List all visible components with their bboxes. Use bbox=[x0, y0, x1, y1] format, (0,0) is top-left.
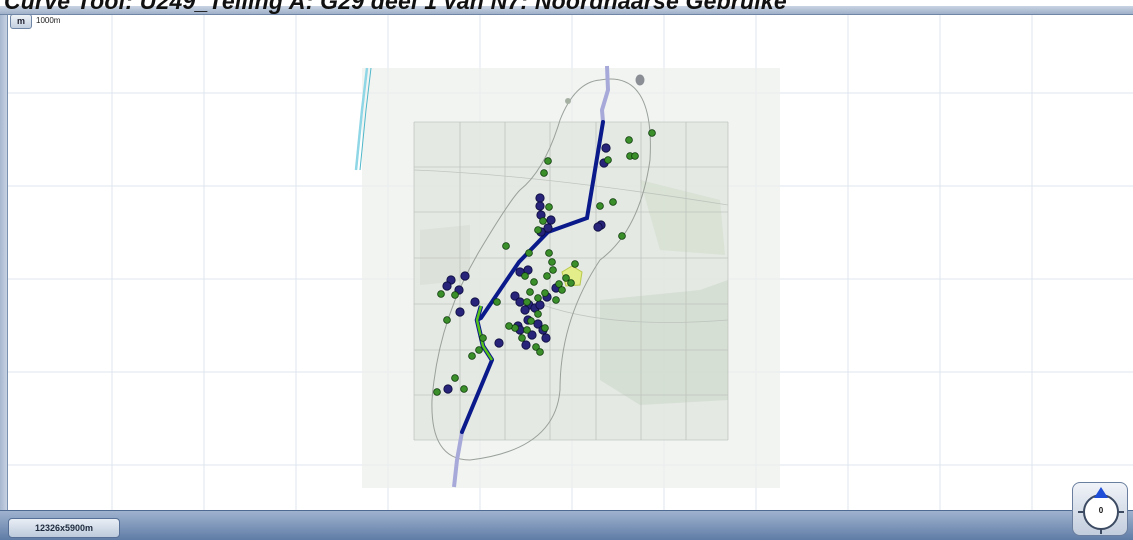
basemap-lines bbox=[413, 121, 729, 441]
survey-point-green[interactable] bbox=[451, 374, 459, 382]
survey-point-blue[interactable] bbox=[593, 222, 603, 232]
survey-point-green[interactable] bbox=[527, 317, 535, 325]
survey-point-green[interactable] bbox=[530, 278, 538, 286]
top-ruler[interactable] bbox=[0, 6, 1133, 15]
survey-point-green[interactable] bbox=[526, 288, 534, 296]
survey-point-green[interactable] bbox=[543, 272, 551, 280]
compass-widget[interactable]: 0 bbox=[1072, 482, 1128, 536]
basemap-road bbox=[413, 169, 729, 206]
canal-line-inner bbox=[359, 67, 372, 171]
survey-point-blue[interactable] bbox=[527, 330, 537, 340]
survey-point-green[interactable] bbox=[468, 352, 476, 360]
status-bar bbox=[0, 510, 1133, 540]
survey-point-blue[interactable] bbox=[535, 201, 545, 211]
window-title: Curve Tool: U249_Telling A: G29 deel 1 v… bbox=[4, 0, 787, 14]
survey-point-green[interactable] bbox=[475, 346, 483, 354]
survey-point-blue[interactable] bbox=[442, 281, 452, 291]
survey-point-blue[interactable] bbox=[521, 340, 531, 350]
survey-point-green[interactable] bbox=[523, 298, 531, 306]
survey-point-green[interactable] bbox=[502, 242, 510, 250]
route-highlight-green bbox=[475, 305, 494, 361]
survey-point-green[interactable] bbox=[631, 152, 639, 160]
canal-line bbox=[354, 67, 369, 171]
survey-points-layer bbox=[433, 129, 656, 396]
survey-point-green[interactable] bbox=[541, 324, 549, 332]
survey-point-green[interactable] bbox=[545, 203, 553, 211]
survey-point-green[interactable] bbox=[536, 348, 544, 356]
survey-point-green[interactable] bbox=[534, 310, 542, 318]
compass-heading: 0 bbox=[1098, 506, 1104, 515]
survey-point-green[interactable] bbox=[521, 272, 529, 280]
survey-point-green[interactable] bbox=[625, 136, 633, 144]
survey-point-blue[interactable] bbox=[510, 291, 520, 301]
compass-tick bbox=[1100, 529, 1102, 534]
survey-point-green[interactable] bbox=[558, 286, 566, 294]
survey-point-blue[interactable] bbox=[543, 223, 553, 233]
route-faded-south bbox=[452, 431, 464, 488]
survey-point-green[interactable] bbox=[571, 260, 579, 268]
survey-point-green[interactable] bbox=[451, 291, 459, 299]
survey-point-blue[interactable] bbox=[443, 384, 453, 394]
survey-point-green[interactable] bbox=[544, 157, 552, 165]
survey-point-green[interactable] bbox=[596, 202, 604, 210]
survey-point-green[interactable] bbox=[541, 289, 549, 297]
survey-point-green[interactable] bbox=[609, 198, 617, 206]
grey-marker bbox=[635, 74, 645, 86]
survey-point-green[interactable] bbox=[555, 280, 563, 288]
survey-point-blue[interactable] bbox=[535, 193, 545, 203]
title-bar: Curve Tool: U249_Telling A: G29 deel 1 v… bbox=[0, 0, 1133, 14]
route-main bbox=[460, 120, 605, 434]
grey-marker bbox=[565, 98, 571, 104]
survey-point-blue[interactable] bbox=[520, 305, 530, 315]
survey-point-blue[interactable] bbox=[601, 143, 611, 153]
survey-point-blue[interactable] bbox=[535, 300, 545, 310]
survey-point-green[interactable] bbox=[539, 217, 547, 225]
survey-point-blue[interactable] bbox=[541, 333, 551, 343]
survey-point-blue[interactable] bbox=[533, 319, 543, 329]
survey-point-green[interactable] bbox=[433, 388, 441, 396]
left-ruler[interactable] bbox=[0, 15, 8, 512]
survey-point-blue[interactable] bbox=[470, 297, 480, 307]
survey-point-blue[interactable] bbox=[494, 338, 504, 348]
survey-point-green[interactable] bbox=[534, 294, 542, 302]
survey-point-green[interactable] bbox=[518, 334, 526, 342]
survey-point-green[interactable] bbox=[540, 169, 548, 177]
survey-point-blue[interactable] bbox=[460, 271, 470, 281]
route-faded-north bbox=[599, 65, 611, 123]
basemap-road bbox=[529, 299, 729, 323]
survey-point-green[interactable] bbox=[567, 279, 575, 287]
survey-point-green[interactable] bbox=[443, 316, 451, 324]
survey-point-green[interactable] bbox=[604, 156, 612, 164]
survey-point-blue[interactable] bbox=[515, 297, 525, 307]
survey-point-green[interactable] bbox=[545, 249, 553, 257]
survey-point-green[interactable] bbox=[493, 298, 501, 306]
survey-point-green[interactable] bbox=[479, 334, 487, 342]
survey-point-green[interactable] bbox=[552, 296, 560, 304]
survey-point-blue[interactable] bbox=[546, 215, 556, 225]
survey-point-green[interactable] bbox=[534, 226, 542, 234]
compass-needle-icon bbox=[1094, 487, 1108, 498]
survey-point-green[interactable] bbox=[525, 249, 533, 257]
compass-tick bbox=[1119, 511, 1124, 513]
survey-point-green[interactable] bbox=[523, 326, 531, 334]
basemap-green-areas bbox=[420, 180, 728, 405]
survey-point-green[interactable] bbox=[618, 232, 626, 240]
survey-point-blue[interactable] bbox=[455, 307, 465, 317]
scale-bar-label: 1000m bbox=[36, 16, 61, 25]
map-size-readout: 12326x5900m bbox=[8, 518, 120, 538]
compass-tick bbox=[1078, 511, 1083, 513]
survey-point-green[interactable] bbox=[562, 274, 570, 282]
survey-point-green[interactable] bbox=[532, 343, 540, 351]
survey-point-green[interactable] bbox=[505, 322, 513, 330]
survey-point-green[interactable] bbox=[549, 266, 557, 274]
survey-point-green[interactable] bbox=[437, 290, 445, 298]
survey-point-green[interactable] bbox=[548, 258, 556, 266]
scale-unit-button[interactable]: m bbox=[10, 14, 32, 29]
survey-point-green[interactable] bbox=[460, 385, 468, 393]
survey-point-green[interactable] bbox=[648, 129, 656, 137]
